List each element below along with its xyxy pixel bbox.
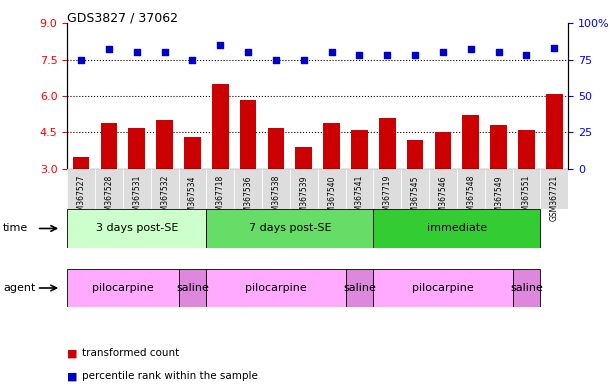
Bar (518, 130, 535, 169)
Bar (268, 127, 284, 169)
Point (522, 52, 532, 58)
Text: time: time (3, 223, 28, 233)
Text: agent: agent (3, 283, 35, 293)
FancyBboxPatch shape (346, 269, 373, 307)
Text: transformed count: transformed count (82, 348, 180, 358)
FancyBboxPatch shape (151, 169, 178, 209)
Bar (490, 125, 507, 169)
Bar (101, 123, 117, 169)
Text: pilocarpine: pilocarpine (412, 283, 474, 293)
Text: GSM367527: GSM367527 (76, 175, 86, 222)
Bar (351, 130, 368, 169)
Bar (184, 137, 201, 169)
FancyBboxPatch shape (401, 169, 429, 209)
Text: pilocarpine: pilocarpine (92, 283, 154, 293)
FancyBboxPatch shape (373, 269, 513, 307)
Point (104, 46, 114, 52)
Point (216, 42, 225, 48)
FancyBboxPatch shape (373, 169, 401, 209)
Text: GSM367546: GSM367546 (439, 175, 447, 222)
Text: saline: saline (176, 283, 209, 293)
Text: GSM367549: GSM367549 (494, 175, 503, 222)
Text: GDS3827 / 37062: GDS3827 / 37062 (67, 12, 178, 25)
FancyBboxPatch shape (457, 169, 485, 209)
Point (327, 49, 337, 55)
Text: GSM367532: GSM367532 (160, 175, 169, 222)
Text: immediate: immediate (427, 223, 487, 233)
FancyBboxPatch shape (207, 269, 346, 307)
FancyBboxPatch shape (178, 169, 207, 209)
FancyBboxPatch shape (540, 169, 568, 209)
Text: GSM367531: GSM367531 (133, 175, 141, 222)
Text: GSM367545: GSM367545 (411, 175, 420, 222)
FancyBboxPatch shape (234, 169, 262, 209)
Point (410, 52, 420, 58)
Text: GSM367536: GSM367536 (244, 175, 252, 222)
FancyBboxPatch shape (67, 169, 95, 209)
Bar (323, 123, 340, 169)
Text: GSM367541: GSM367541 (355, 175, 364, 222)
Point (299, 56, 309, 63)
FancyBboxPatch shape (262, 169, 290, 209)
Text: GSM367538: GSM367538 (271, 175, 280, 222)
FancyBboxPatch shape (67, 209, 207, 248)
Bar (434, 132, 452, 169)
Bar (240, 99, 257, 169)
Point (382, 52, 392, 58)
FancyBboxPatch shape (207, 209, 373, 248)
Bar (128, 127, 145, 169)
Text: 7 days post-SE: 7 days post-SE (249, 223, 331, 233)
Bar (546, 94, 563, 169)
Point (132, 49, 142, 55)
FancyBboxPatch shape (513, 169, 540, 209)
Point (438, 49, 448, 55)
FancyBboxPatch shape (373, 209, 540, 248)
Text: GSM367528: GSM367528 (104, 175, 114, 221)
FancyBboxPatch shape (67, 269, 178, 307)
Point (188, 56, 197, 63)
Text: percentile rank within the sample: percentile rank within the sample (82, 371, 258, 381)
FancyBboxPatch shape (318, 169, 346, 209)
FancyBboxPatch shape (290, 169, 318, 209)
Point (494, 49, 503, 55)
Bar (73, 157, 89, 169)
Text: saline: saline (343, 283, 376, 293)
Text: ■: ■ (67, 348, 78, 358)
Text: pilocarpine: pilocarpine (245, 283, 307, 293)
Text: saline: saline (510, 283, 543, 293)
FancyBboxPatch shape (123, 169, 151, 209)
Text: GSM367719: GSM367719 (383, 175, 392, 222)
Point (354, 52, 364, 58)
Point (243, 49, 253, 55)
Text: GSM367548: GSM367548 (466, 175, 475, 222)
Point (466, 46, 476, 52)
FancyBboxPatch shape (485, 169, 513, 209)
Text: GSM367551: GSM367551 (522, 175, 531, 222)
FancyBboxPatch shape (513, 269, 540, 307)
Text: GSM367718: GSM367718 (216, 175, 225, 221)
Bar (212, 84, 229, 169)
Bar (407, 140, 423, 169)
Bar (296, 147, 312, 169)
Text: ■: ■ (67, 371, 78, 381)
Point (549, 45, 559, 51)
Text: 3 days post-SE: 3 days post-SE (95, 223, 178, 233)
Bar (463, 116, 479, 169)
FancyBboxPatch shape (207, 169, 234, 209)
Text: GSM367534: GSM367534 (188, 175, 197, 222)
Bar (156, 120, 173, 169)
FancyBboxPatch shape (429, 169, 457, 209)
Point (271, 56, 281, 63)
FancyBboxPatch shape (346, 169, 373, 209)
Text: GSM367540: GSM367540 (327, 175, 336, 222)
Point (76, 56, 86, 63)
Text: GSM367721: GSM367721 (550, 175, 559, 221)
FancyBboxPatch shape (95, 169, 123, 209)
Point (159, 49, 169, 55)
FancyBboxPatch shape (178, 269, 207, 307)
Bar (379, 118, 396, 169)
Text: GSM367539: GSM367539 (299, 175, 309, 222)
